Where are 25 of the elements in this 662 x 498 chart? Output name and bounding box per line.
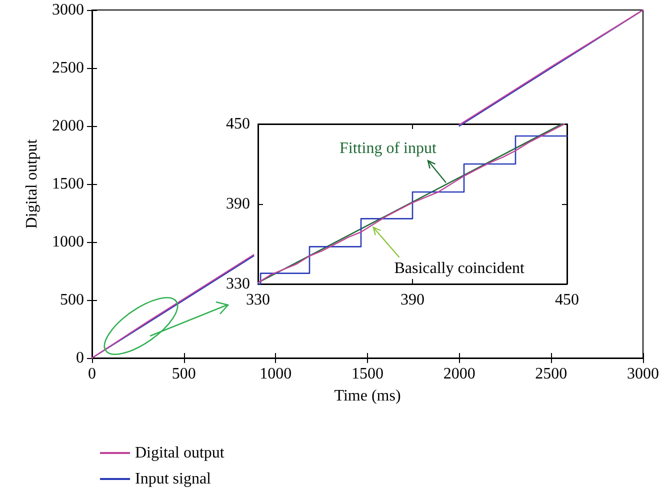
y-tick-label: 2500	[52, 60, 84, 76]
y-tick-label: 1000	[52, 234, 84, 250]
y-tick-label: 0	[76, 350, 84, 366]
x-axis-title: Time (ms)	[334, 388, 401, 404]
annotation: Basically coincident	[394, 260, 525, 277]
x-tick-label: 330	[246, 292, 270, 308]
annotation: Fitting of input	[340, 140, 437, 158]
y-tick-label: 2000	[52, 118, 84, 134]
y-tick-label: 1500	[52, 176, 84, 192]
y-tick-label: 3000	[52, 2, 84, 18]
x-tick-label: 500	[172, 366, 196, 382]
x-tick-label: 1000	[260, 366, 292, 382]
x-tick-label: 450	[555, 292, 579, 308]
x-tick-label: 0	[88, 366, 96, 382]
y-axis-title: Digital output	[24, 138, 40, 229]
x-tick-label: 1500	[352, 366, 384, 382]
x-tick-label: 2500	[535, 366, 568, 382]
y-tick-label: 450	[226, 116, 250, 132]
x-tick-label: 390	[400, 292, 424, 308]
x-tick-label: 3000	[627, 366, 659, 382]
legend-label: Input signal	[135, 470, 212, 488]
legend-label: Digital output	[135, 444, 225, 462]
x-tick-label: 2000	[443, 366, 476, 382]
y-tick-label: 390	[226, 196, 250, 212]
y-tick-label: 330	[226, 276, 250, 292]
